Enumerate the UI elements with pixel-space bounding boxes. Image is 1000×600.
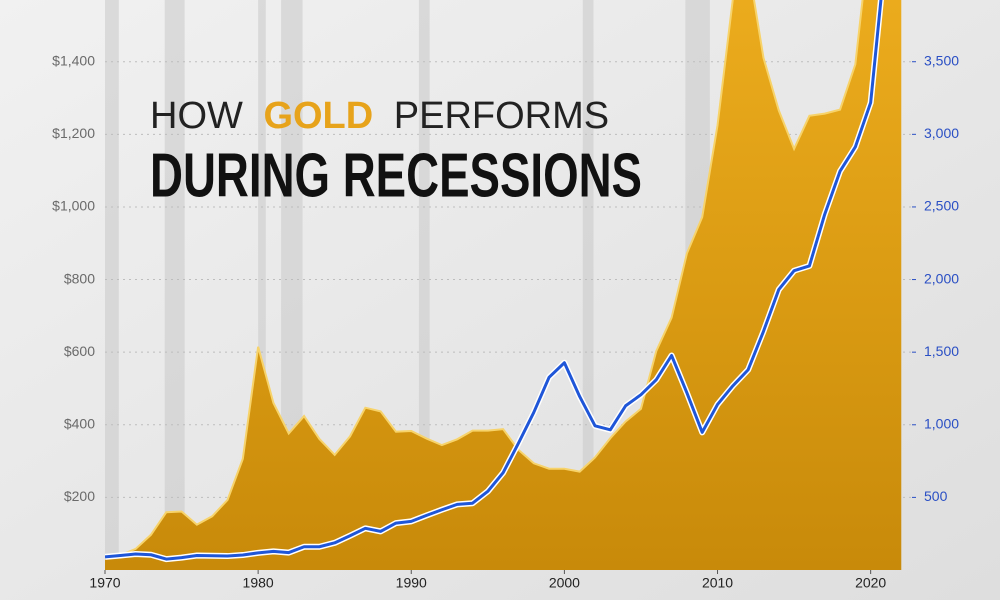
- recession-band: [105, 0, 119, 570]
- y-tick-label: $1,400: [52, 52, 95, 68]
- line: [105, 0, 883, 561]
- x-tick-label: 2020: [855, 575, 886, 591]
- y2-tick-label: 500: [924, 488, 948, 504]
- y-tick-label: $800: [64, 270, 95, 286]
- y2-tick-label: 3,500: [924, 52, 959, 68]
- x-tick-label: 1980: [243, 575, 274, 591]
- chart-title: HOW GOLD PERFORMS: [150, 95, 609, 137]
- y-tick-label: $1,000: [52, 198, 95, 214]
- title-word: PERFORMS: [394, 95, 609, 137]
- y-tick-label: $400: [64, 415, 95, 431]
- x-tick-label: 1970: [89, 575, 120, 591]
- title-word: HOW: [150, 95, 243, 137]
- recession-band: [164, 0, 185, 570]
- y2-tick-label: 1,500: [924, 343, 959, 359]
- y-tick-label: $1,200: [52, 125, 95, 141]
- x-tick-label: 2010: [702, 575, 733, 591]
- recession-band: [258, 0, 266, 570]
- recession-band: [582, 0, 594, 570]
- y-tick-label: $200: [64, 488, 95, 504]
- y2-tick-label: 3,000: [924, 125, 959, 141]
- gold-outline: [105, 0, 864, 558]
- y2-tick-label: 1,000: [924, 415, 959, 431]
- y-tick-label: $600: [64, 343, 95, 359]
- chart-subtitle: DURING RECESSIONS: [150, 141, 642, 210]
- x-tick-label: 1990: [396, 575, 427, 591]
- y2-tick-label: 2,000: [924, 270, 959, 286]
- title-word: GOLD: [263, 95, 373, 137]
- recession-band: [418, 0, 430, 570]
- y2-tick-label: 2,500: [924, 198, 959, 214]
- x-tick-label: 2000: [549, 575, 580, 591]
